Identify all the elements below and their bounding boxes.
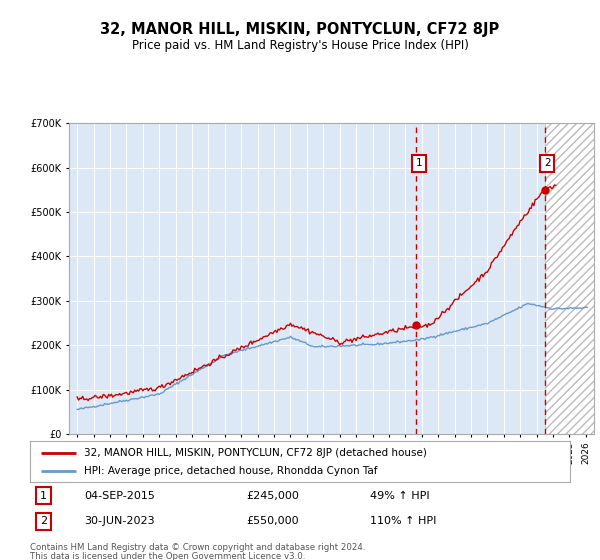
Text: £245,000: £245,000	[246, 491, 299, 501]
Text: 1: 1	[40, 491, 47, 501]
Text: 32, MANOR HILL, MISKIN, PONTYCLUN, CF72 8JP (detached house): 32, MANOR HILL, MISKIN, PONTYCLUN, CF72 …	[84, 447, 427, 458]
Text: Contains HM Land Registry data © Crown copyright and database right 2024.: Contains HM Land Registry data © Crown c…	[30, 543, 365, 552]
Text: 32, MANOR HILL, MISKIN, PONTYCLUN, CF72 8JP: 32, MANOR HILL, MISKIN, PONTYCLUN, CF72 …	[100, 22, 500, 38]
Bar	[545, 123, 594, 434]
Text: This data is licensed under the Open Government Licence v3.0.: This data is licensed under the Open Gov…	[30, 552, 305, 560]
Text: 1: 1	[415, 158, 422, 168]
Text: Price paid vs. HM Land Registry's House Price Index (HPI): Price paid vs. HM Land Registry's House …	[131, 39, 469, 52]
Text: 04-SEP-2015: 04-SEP-2015	[84, 491, 155, 501]
Text: 110% ↑ HPI: 110% ↑ HPI	[370, 516, 437, 526]
Text: 49% ↑ HPI: 49% ↑ HPI	[370, 491, 430, 501]
Text: 2: 2	[40, 516, 47, 526]
Text: 2: 2	[544, 158, 551, 168]
Text: £550,000: £550,000	[246, 516, 299, 526]
Text: 30-JUN-2023: 30-JUN-2023	[84, 516, 155, 526]
Text: HPI: Average price, detached house, Rhondda Cynon Taf: HPI: Average price, detached house, Rhon…	[84, 466, 377, 476]
